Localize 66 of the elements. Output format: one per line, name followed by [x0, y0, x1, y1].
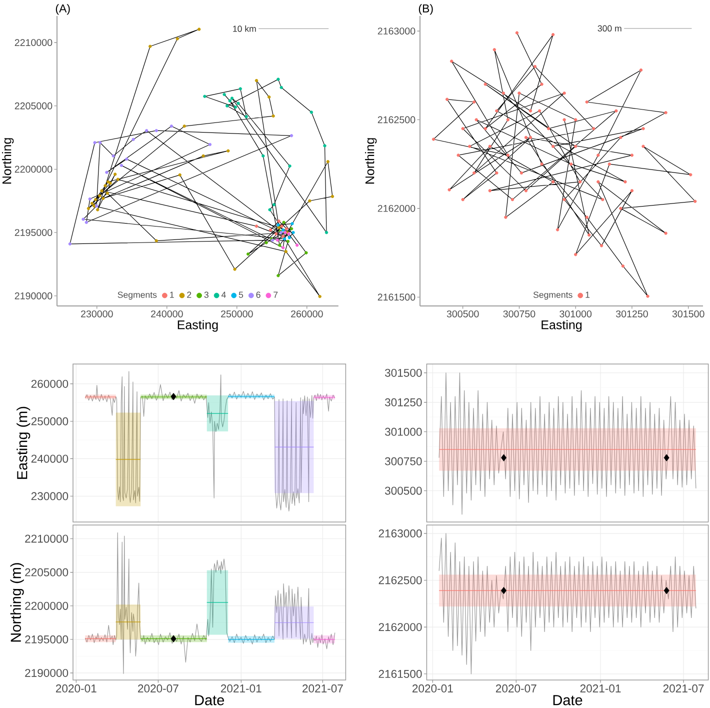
y-tick-label: 2162500: [378, 576, 422, 584]
y-tick-label: 250000: [31, 417, 68, 426]
y-tick-label: 2200000: [14, 166, 52, 173]
y-tick-label: 2200000: [25, 602, 68, 610]
x-tick-label: 2021-07: [663, 684, 704, 692]
y-axis-title: Easting (m): [16, 406, 30, 479]
y-tick-label: 301500: [384, 368, 422, 377]
y-tick-label: 2195000: [25, 635, 68, 644]
x-tick-label: 300750: [503, 310, 536, 318]
legend-label: 2: [187, 292, 192, 298]
chart-title: (B): [418, 4, 433, 15]
y-tick-label: 2162000: [378, 204, 416, 212]
legend-title: Segments: [118, 292, 157, 300]
y-tick-label: 240000: [31, 454, 68, 463]
y-tick-label: 2205000: [25, 568, 68, 576]
legend-label: 1: [586, 292, 590, 298]
y-tick-label: 2190000: [25, 668, 68, 677]
y-tick-label: 2210000: [14, 39, 52, 46]
x-axis-title: Date: [195, 695, 224, 706]
legend-label: 1: [170, 292, 174, 298]
y-tick-label: 300750: [384, 457, 422, 466]
x-tick-label: 2021-01: [580, 684, 621, 692]
y-tick-label: 2161500: [378, 670, 422, 678]
x-tick-label: 300500: [446, 310, 479, 318]
x-tick-label: 301000: [560, 310, 592, 318]
x-tick-label: 260000: [291, 310, 323, 318]
legend-label: 6: [256, 292, 260, 298]
x-tick-label: 2020-07: [496, 684, 536, 692]
x-tick-label: 250000: [221, 310, 253, 318]
x-tick-label: 240000: [151, 310, 183, 318]
y-tick-label: 2190000: [14, 292, 52, 300]
y-tick-label: 230000: [31, 492, 68, 500]
x-tick-label: 2020-07: [138, 684, 178, 692]
x-tick-label: 230000: [81, 310, 113, 318]
legend-label: 3: [204, 292, 208, 298]
x-axis-title: Date: [553, 695, 582, 706]
y-tick-label: 2163000: [378, 28, 416, 35]
y-tick-label: 2161500: [378, 294, 416, 301]
legend-label: 4: [221, 292, 226, 298]
y-axis-title: Northing (m): [10, 563, 24, 642]
x-tick-label: 301500: [672, 310, 704, 318]
y-tick-label: 300500: [384, 486, 422, 495]
legend-title: Segments: [533, 292, 572, 300]
annotation: 10 km: [233, 25, 256, 32]
chart-title: (A): [56, 4, 70, 15]
y-tick-label: 2205000: [14, 102, 52, 110]
y-axis-title: Northing: [2, 138, 14, 184]
x-axis-title: Easting: [178, 320, 218, 332]
x-tick-label: 2021-07: [302, 684, 343, 692]
y-axis-title: Northing: [365, 138, 377, 184]
x-tick-label: 2020-01: [412, 684, 453, 692]
y-tick-label: 2210000: [25, 534, 68, 543]
x-axis-title: Easting: [542, 320, 582, 332]
legend-label: 7: [274, 292, 278, 298]
y-tick-label: 260000: [31, 380, 68, 388]
x-tick-label: 2021-01: [220, 684, 262, 692]
annotation: 300 m: [598, 25, 622, 32]
x-tick-label: 301250: [616, 310, 648, 318]
y-tick-label: 2162000: [378, 623, 422, 632]
y-tick-label: 301250: [384, 398, 422, 406]
y-tick-label: 301000: [384, 428, 422, 436]
y-tick-label: 2195000: [14, 229, 52, 236]
x-tick-label: 2020-01: [56, 684, 96, 692]
y-tick-label: 2162500: [378, 116, 416, 124]
y-tick-label: 2163000: [378, 529, 422, 538]
legend-label: 5: [238, 292, 244, 298]
